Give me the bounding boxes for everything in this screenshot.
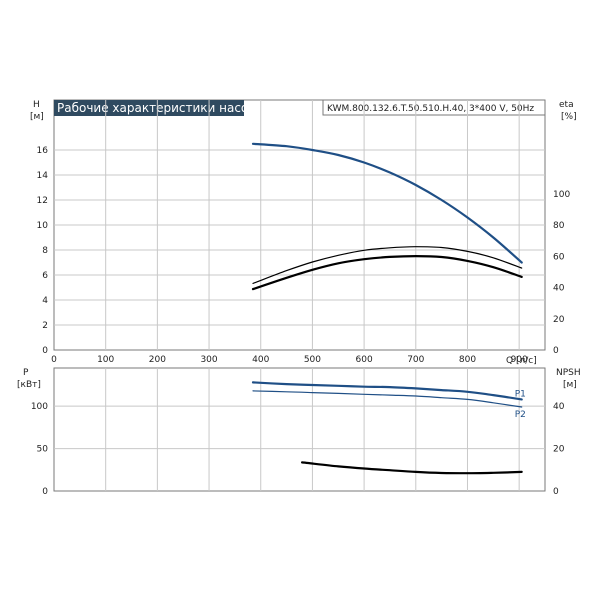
- power-curve-p2: [252, 390, 523, 408]
- head-axis-label: H: [33, 100, 40, 110]
- npsh-tick-label: 40: [553, 402, 565, 412]
- x-tick-label: 300: [200, 355, 217, 365]
- x-tick-label: 800: [459, 355, 476, 365]
- head-tick-label: 16: [37, 146, 49, 156]
- title-box: [54, 100, 244, 116]
- head-tick-label: 0: [42, 346, 48, 356]
- x-tick-label: 100: [97, 355, 114, 365]
- efficiency-curve-thin: [252, 246, 523, 284]
- eta-tick-label: 40: [553, 284, 565, 294]
- npsh-axis-label: NPSH: [556, 368, 581, 378]
- head-tick-label: 8: [42, 246, 48, 256]
- npsh-curve: [301, 461, 523, 475]
- x-tick-label: 900: [511, 355, 528, 365]
- head-tick-label: 14: [37, 171, 49, 181]
- eta-tick-label: 60: [553, 252, 565, 262]
- npsh-tick-label: 0: [553, 487, 559, 497]
- head-axis-unit: [м]: [30, 112, 44, 122]
- power-tick-label: 50: [37, 445, 49, 455]
- x-tick-label: 500: [304, 355, 321, 365]
- power-curve-p1: [251, 381, 523, 401]
- grid-layer: [54, 100, 545, 491]
- model-box: [322, 99, 546, 116]
- legend-layer: P1 P2: [515, 389, 526, 420]
- power-tick-label: 100: [31, 402, 48, 412]
- eta-tick-label: 0: [553, 346, 559, 356]
- power-axis-label: P: [23, 368, 29, 378]
- eta-tick-label: 80: [553, 221, 565, 231]
- tick-layer: 0 100 200 300 400 500 600 700 800 900024681012141…: [31, 146, 571, 497]
- x-tick-label: 200: [149, 355, 166, 365]
- head-tick-label: 12: [37, 196, 48, 206]
- eta-tick-label: 100: [553, 190, 570, 200]
- x-tick-label: 700: [407, 355, 424, 365]
- model-label: KWM.800.132.6.T.50.510.H.40, 3*400 V, 50…: [327, 104, 534, 114]
- eta-tick-label: 20: [553, 315, 565, 325]
- power-tick-label: 0: [42, 487, 48, 497]
- eta-axis-unit: [%]: [561, 112, 577, 122]
- efficiency-curve-thick: [251, 254, 523, 291]
- head-curve: [251, 142, 523, 264]
- p2-series-label: P2: [515, 410, 526, 420]
- eta-axis-label: eta: [559, 100, 574, 110]
- x-tick-label: 600: [356, 355, 373, 365]
- head-tick-label: 4: [42, 296, 48, 306]
- flow-axis-label: Q [л/с]: [506, 356, 537, 366]
- head-tick-label: 6: [42, 271, 48, 281]
- head-tick-label: 2: [42, 321, 48, 331]
- chart-title: Рабочие характеристики насоса: [57, 101, 262, 115]
- x-tick-label: 0: [51, 355, 57, 365]
- bottom-panel-frame: [53, 367, 546, 492]
- power-axis-unit: [кВт]: [17, 380, 41, 390]
- npsh-axis-unit: [м]: [563, 380, 577, 390]
- npsh-tick-label: 20: [553, 445, 565, 455]
- series-layer: [251, 142, 523, 475]
- p1-series-label: P1: [515, 389, 526, 399]
- head-tick-label: 10: [37, 221, 49, 231]
- x-tick-label: 400: [252, 355, 269, 365]
